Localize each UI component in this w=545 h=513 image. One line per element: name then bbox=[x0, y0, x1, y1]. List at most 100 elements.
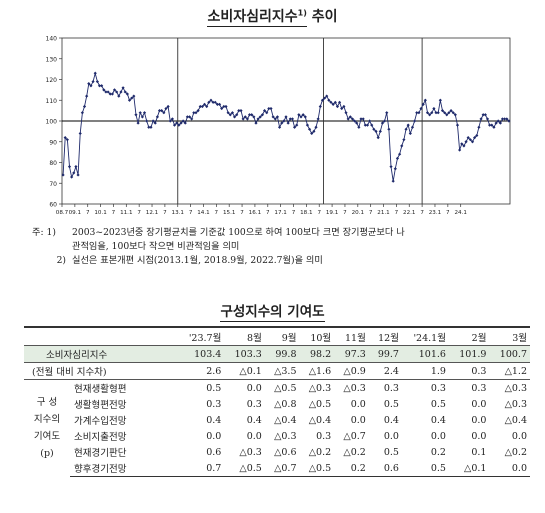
component-row: 생활형편전망 0.3 0.3 △0.8 △0.5 0.0 0.5 0.5 0.0… bbox=[24, 396, 530, 412]
data-point bbox=[395, 156, 400, 160]
data-point bbox=[277, 125, 282, 129]
x-tick-label: 7 bbox=[317, 210, 321, 216]
data-point bbox=[230, 111, 235, 115]
data-point bbox=[104, 90, 108, 94]
cell: 2.6 bbox=[177, 362, 225, 380]
csi-line-chart: 60 70 80 90 100 110 120 130 140 08.7 09.1 7 10.1 7 11.… bbox=[46, 36, 511, 216]
data-point bbox=[224, 104, 228, 109]
data-point bbox=[170, 117, 174, 121]
y-tick-label: 100 bbox=[46, 119, 58, 126]
data-point bbox=[455, 123, 460, 127]
cell: 0.3 bbox=[430, 382, 446, 394]
data-point bbox=[80, 111, 84, 115]
data-point bbox=[87, 82, 91, 86]
data-point bbox=[205, 104, 209, 109]
data-point bbox=[145, 119, 149, 123]
data-point bbox=[93, 71, 97, 75]
data-point bbox=[102, 88, 106, 92]
data-point bbox=[241, 117, 245, 121]
x-tick-label: 16.1 bbox=[249, 210, 262, 216]
data-point bbox=[303, 115, 307, 119]
data-point bbox=[374, 129, 378, 133]
data-point bbox=[288, 117, 292, 121]
x-tick-label: 17.1 bbox=[274, 210, 287, 216]
data-point bbox=[383, 119, 387, 123]
data-point bbox=[432, 106, 436, 111]
y-tick-label: 90 bbox=[49, 139, 57, 146]
note1-text-cont: 관적임을, 100보다 작으면 비관적임을 의미 bbox=[72, 241, 240, 252]
header-col: 3월 bbox=[512, 332, 527, 344]
data-point bbox=[485, 117, 490, 121]
data-point bbox=[207, 100, 211, 104]
data-point bbox=[138, 111, 142, 115]
data-point bbox=[275, 115, 280, 119]
cell: 0.0 bbox=[471, 414, 487, 426]
y-tick-label: 70 bbox=[49, 181, 57, 188]
cell: △1.2 bbox=[489, 362, 530, 380]
data-point bbox=[505, 117, 509, 121]
cell: 0.0 bbox=[471, 398, 487, 410]
cell: 0.6 bbox=[368, 460, 402, 477]
x-tick-label: 7 bbox=[240, 210, 244, 216]
header-col: '23.7월 bbox=[188, 332, 222, 344]
cell: 0.0 bbox=[246, 430, 262, 442]
x-tick-label: 22.1 bbox=[403, 210, 416, 216]
x-tick-label: 7 bbox=[112, 210, 116, 216]
data-point bbox=[258, 115, 262, 119]
cell: 0.3 bbox=[448, 362, 490, 380]
x-tick-label: 7 bbox=[163, 210, 167, 216]
data-point bbox=[445, 113, 449, 117]
data-point bbox=[267, 106, 271, 111]
x-tick-label: 09.1 bbox=[69, 210, 82, 216]
x-tick-label: 7 bbox=[292, 210, 296, 216]
data-point bbox=[112, 88, 117, 92]
data-point bbox=[436, 111, 440, 115]
x-tick-label: 7 bbox=[343, 210, 347, 216]
data-point bbox=[215, 102, 220, 106]
cell: △0.8 bbox=[274, 398, 297, 410]
cell: △0.4 bbox=[504, 414, 527, 426]
cell: 0.0 bbox=[246, 382, 262, 394]
data-point bbox=[490, 123, 494, 127]
data-point bbox=[483, 113, 487, 117]
x-tick-label: 21.1 bbox=[377, 210, 390, 216]
data-point bbox=[370, 123, 374, 127]
cell: 0.6 bbox=[206, 446, 222, 458]
data-point bbox=[162, 111, 166, 115]
cell: 0.3 bbox=[471, 382, 487, 394]
data-point bbox=[350, 117, 355, 121]
cell: △0.4 bbox=[308, 414, 332, 426]
data-point bbox=[430, 111, 434, 115]
data-point bbox=[301, 113, 305, 117]
data-point bbox=[331, 102, 335, 106]
data-point bbox=[385, 111, 389, 115]
data-point bbox=[481, 113, 485, 117]
data-point bbox=[357, 125, 361, 129]
x-tick-label: 7 bbox=[369, 210, 373, 216]
note1-text: 2003~2023년중 장기평균치를 기준값 100으로 하여 100보다 크면… bbox=[72, 227, 405, 238]
data-point bbox=[434, 111, 438, 115]
data-point bbox=[153, 121, 157, 125]
cell: 0.3 bbox=[383, 382, 399, 394]
data-point bbox=[404, 127, 408, 131]
data-point bbox=[78, 131, 82, 136]
data-point bbox=[209, 98, 213, 102]
data-point bbox=[140, 115, 144, 119]
data-point bbox=[372, 127, 376, 131]
data-point bbox=[318, 104, 322, 109]
data-point bbox=[95, 79, 99, 84]
data-point bbox=[239, 109, 243, 113]
data-point bbox=[76, 173, 80, 177]
data-point bbox=[320, 98, 325, 102]
cell: 0.7 bbox=[177, 460, 225, 477]
cell: 0.4 bbox=[430, 414, 446, 426]
data-point bbox=[284, 115, 288, 119]
data-point bbox=[108, 92, 112, 96]
cell: 0.5 bbox=[383, 398, 399, 410]
cell: △0.3 bbox=[343, 382, 366, 394]
cell: 0.0 bbox=[511, 430, 527, 442]
data-point bbox=[325, 94, 329, 98]
data-point bbox=[363, 123, 367, 127]
component-label: 가계수입전망 bbox=[74, 416, 127, 427]
data-point bbox=[226, 111, 230, 115]
